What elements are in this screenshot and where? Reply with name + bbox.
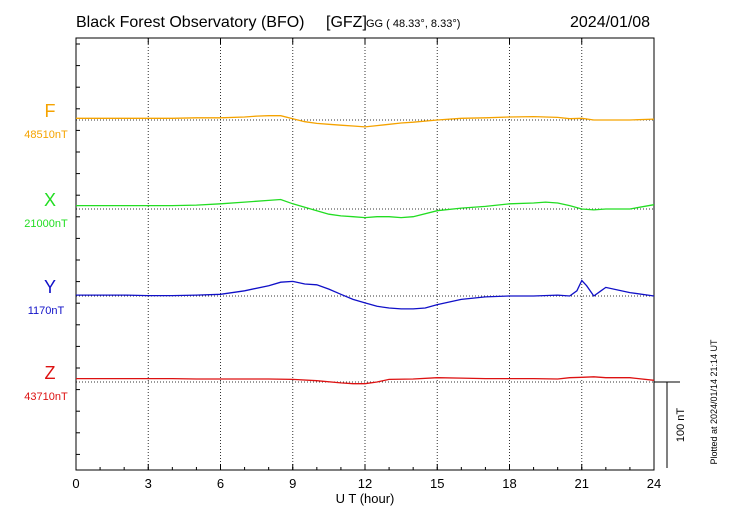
scale-bar: 100 nT	[654, 381, 687, 468]
x-tick-label: 0	[72, 476, 79, 491]
series-baseline-X: 21000nT	[24, 218, 68, 230]
x-tick-label: 12	[358, 476, 372, 491]
series-group	[76, 115, 655, 385]
x-tick-label: 3	[145, 476, 152, 491]
series-name-F: F	[45, 101, 56, 121]
institute-label: [GFZ]	[326, 14, 367, 31]
series-name-Z: Z	[45, 363, 56, 383]
x-tick-label: 24	[647, 476, 661, 491]
series-line-Z	[76, 376, 655, 385]
x-tick-label: 21	[575, 476, 589, 491]
series-name-Y: Y	[44, 277, 56, 297]
station-title: Black Forest Observatory (BFO)	[76, 14, 305, 31]
x-tick-label: 6	[217, 476, 224, 491]
series-baseline-Z: 43710nT	[24, 391, 68, 403]
scale-bar-label: 100 nT	[675, 408, 687, 443]
series-line-X	[76, 198, 655, 219]
series-baseline-F: 48510nT	[24, 129, 68, 141]
series-labels: F 48510nT X 21000nT Y 1170nT Z 43710nT	[24, 101, 68, 403]
date-label: 2024/01/08	[570, 14, 650, 31]
plotted-note: Plotted at 2024/01/14 21:14 UT	[709, 339, 719, 465]
series-line-F	[76, 115, 655, 128]
grid	[76, 38, 654, 470]
series-baseline-Y: 1170nT	[28, 305, 65, 317]
series-line-Y	[76, 279, 655, 310]
x-tick-label: 18	[502, 476, 516, 491]
series-name-X: X	[44, 190, 56, 210]
x-axis-title: U T (hour)	[336, 491, 395, 506]
x-axis: 0 3 6 9 12 15 18 21 24	[72, 38, 661, 491]
coords-label: GG ( 48.33°, 8.33°)	[366, 18, 460, 30]
x-tick-label: 9	[289, 476, 296, 491]
x-tick-label: 15	[430, 476, 444, 491]
